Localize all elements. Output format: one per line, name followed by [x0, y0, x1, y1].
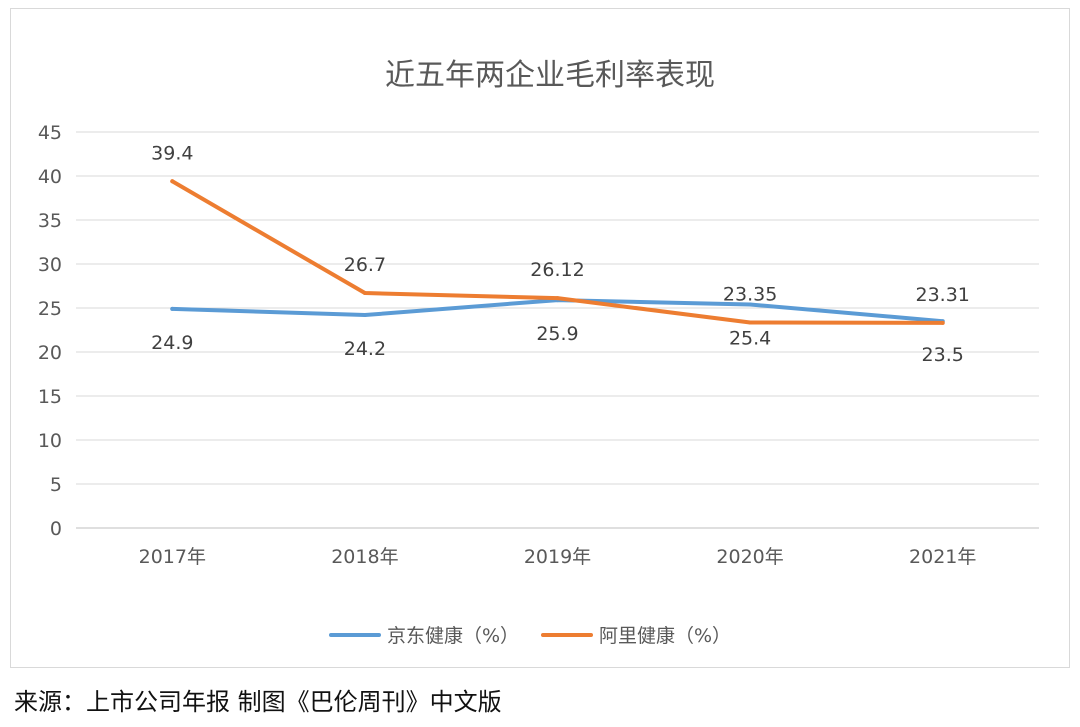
legend-entry-2: 阿里健康（%） [599, 625, 731, 647]
data-point [748, 302, 753, 307]
data-point [362, 313, 367, 318]
x-tick-label: 2017年 [139, 546, 206, 568]
data-label: 23.31 [915, 284, 969, 306]
y-tick-label: 30 [38, 254, 62, 276]
y-tick-label: 10 [38, 430, 62, 452]
data-label: 23.35 [723, 284, 777, 306]
data-label: 23.5 [922, 344, 964, 366]
x-tick-label: 2018年 [331, 546, 398, 568]
data-label: 25.4 [729, 327, 771, 349]
data-point [940, 320, 945, 325]
y-tick-label: 45 [38, 122, 62, 144]
data-label: 25.9 [536, 323, 578, 345]
series-line-1 [170, 298, 945, 324]
data-point [362, 291, 367, 296]
y-tick-label: 15 [38, 386, 62, 408]
legend-entry-1: 京东健康（%） [387, 625, 519, 647]
y-tick-label: 20 [38, 342, 62, 364]
y-tick-label: 40 [38, 166, 62, 188]
chart-frame: 近五年两企业毛利率表现 0 5 10 15 20 25 30 35 40 45 2017年 2018… [10, 8, 1070, 668]
y-tick-label: 5 [50, 474, 62, 496]
x-tick-label: 2020年 [716, 546, 783, 568]
data-point [555, 296, 560, 301]
y-tick-label: 35 [38, 210, 62, 232]
chart-title: 近五年两企业毛利率表现 [385, 58, 715, 93]
data-label: 26.12 [530, 259, 584, 281]
data-point [170, 306, 175, 311]
data-label: 24.2 [344, 338, 386, 360]
data-label: 26.7 [344, 254, 386, 276]
x-tick-label: 2021年 [909, 546, 976, 568]
y-tick-label: 0 [50, 518, 62, 540]
data-point [748, 320, 753, 325]
source-note: 来源：上市公司年报 制图《巴伦周刊》中文版 [14, 688, 502, 716]
line-chart: 近五年两企业毛利率表现 0 5 10 15 20 25 30 35 40 45 2017年 2018… [38, 58, 1039, 647]
y-tick-label: 25 [38, 298, 62, 320]
x-tick-label: 2019年 [524, 546, 591, 568]
data-label: 24.9 [151, 332, 193, 354]
data-point [170, 179, 175, 184]
data-label: 39.4 [151, 142, 193, 164]
